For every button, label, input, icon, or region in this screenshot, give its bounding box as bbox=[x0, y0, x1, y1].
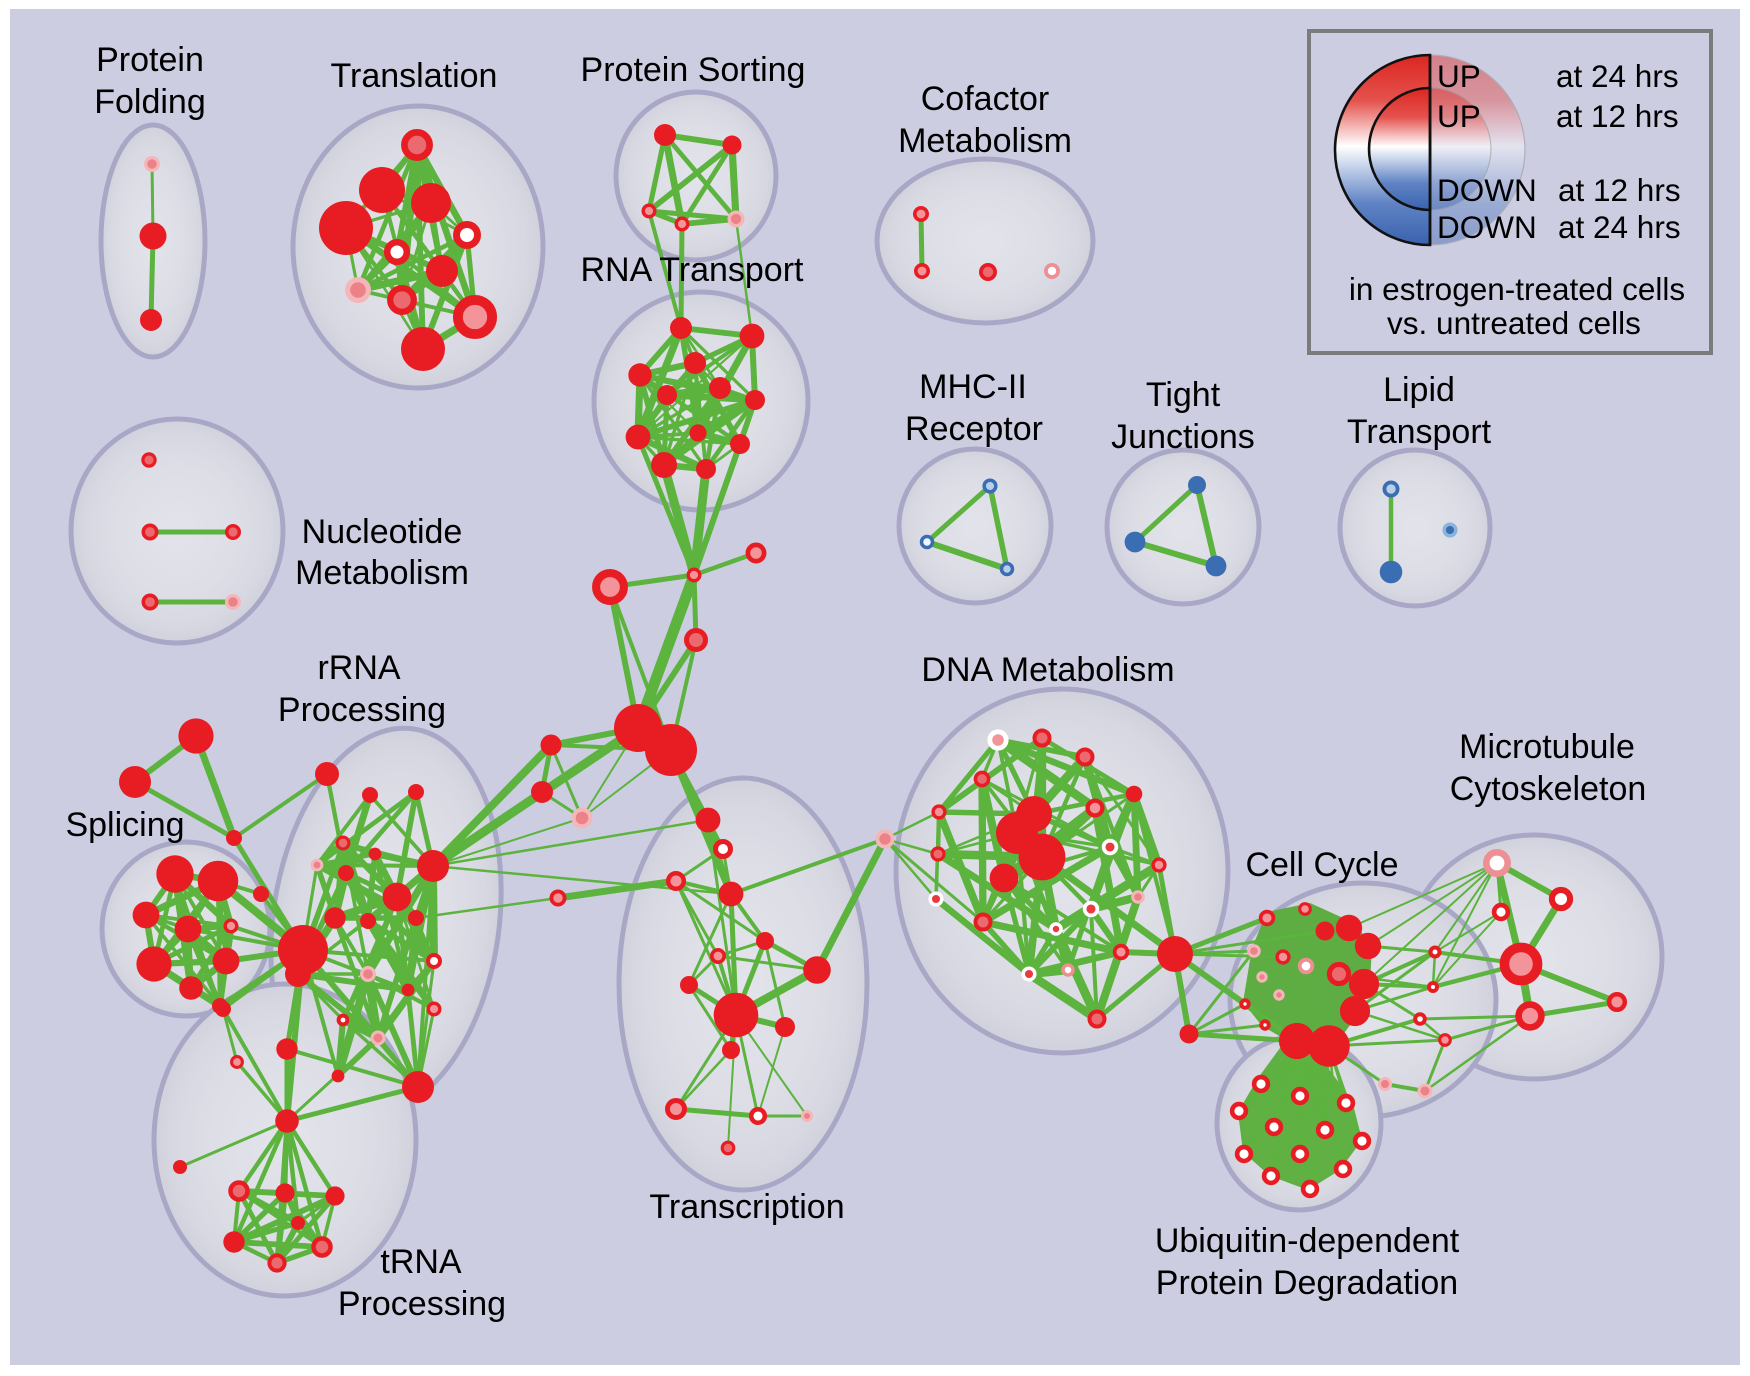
svg-text:Receptor: Receptor bbox=[905, 410, 1043, 448]
svg-text:Cell Cycle: Cell Cycle bbox=[1245, 846, 1398, 884]
svg-text:Ubiquitin-dependent: Ubiquitin-dependent bbox=[1155, 1222, 1460, 1260]
svg-text:rRNA: rRNA bbox=[317, 649, 400, 687]
svg-text:Lipid: Lipid bbox=[1383, 371, 1455, 409]
svg-text:Metabolism: Metabolism bbox=[898, 122, 1072, 160]
svg-text:UP: UP bbox=[1437, 98, 1481, 134]
svg-text:in estrogen-treated cells: in estrogen-treated cells bbox=[1349, 271, 1685, 307]
svg-text:RNA Transport: RNA Transport bbox=[581, 251, 805, 289]
svg-text:Nucleotide: Nucleotide bbox=[302, 513, 463, 551]
svg-text:Splicing: Splicing bbox=[65, 806, 184, 844]
svg-text:Junctions: Junctions bbox=[1111, 418, 1255, 456]
svg-text:Protein: Protein bbox=[96, 41, 204, 79]
svg-text:DNA Metabolism: DNA Metabolism bbox=[921, 651, 1174, 689]
svg-text:Folding: Folding bbox=[94, 83, 206, 121]
svg-text:Translation: Translation bbox=[331, 57, 498, 95]
svg-text:UP: UP bbox=[1437, 58, 1481, 94]
svg-text:Cytoskeleton: Cytoskeleton bbox=[1450, 770, 1647, 808]
svg-text:DOWN: DOWN bbox=[1437, 172, 1537, 208]
svg-text:DOWN: DOWN bbox=[1437, 209, 1537, 245]
svg-text:Processing: Processing bbox=[338, 1285, 506, 1323]
svg-text:vs. untreated cells: vs. untreated cells bbox=[1387, 305, 1641, 341]
svg-text:Transport: Transport bbox=[1347, 413, 1492, 451]
svg-text:Protein Degradation: Protein Degradation bbox=[1156, 1264, 1458, 1302]
svg-text:Processing: Processing bbox=[278, 691, 446, 729]
svg-text:at 12 hrs: at 12 hrs bbox=[1558, 172, 1681, 208]
svg-text:at 12 hrs: at 12 hrs bbox=[1556, 98, 1679, 134]
svg-text:at 24 hrs: at 24 hrs bbox=[1556, 58, 1679, 94]
svg-text:Transcription: Transcription bbox=[649, 1188, 844, 1226]
svg-text:at 24 hrs: at 24 hrs bbox=[1558, 209, 1681, 245]
svg-text:MHC-II: MHC-II bbox=[919, 368, 1027, 406]
svg-text:Microtubule: Microtubule bbox=[1459, 728, 1635, 766]
svg-text:Protein Sorting: Protein Sorting bbox=[581, 51, 806, 89]
svg-text:tRNA: tRNA bbox=[380, 1243, 462, 1281]
svg-text:Cofactor: Cofactor bbox=[921, 80, 1050, 118]
svg-text:Metabolism: Metabolism bbox=[295, 554, 469, 592]
svg-text:Tight: Tight bbox=[1146, 376, 1221, 414]
